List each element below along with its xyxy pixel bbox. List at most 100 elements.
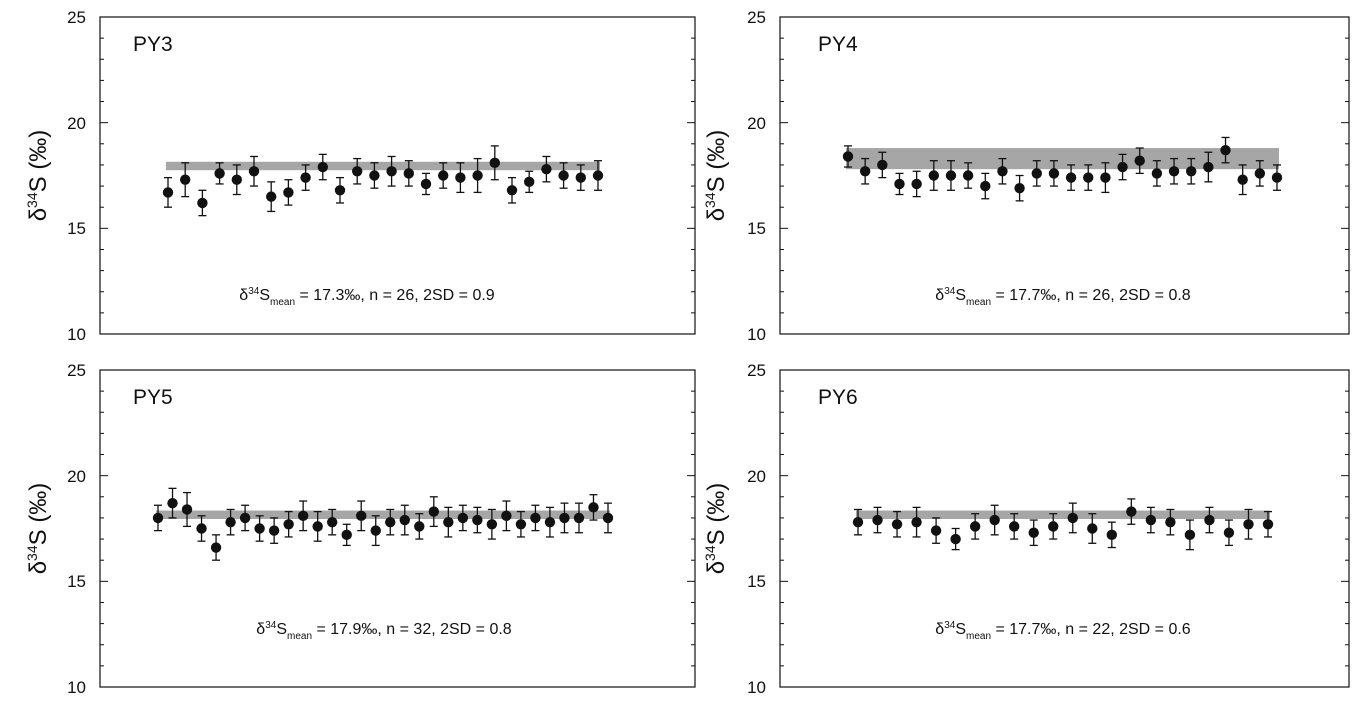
data-point [1271,172,1283,183]
data-point [894,178,905,190]
data-point [515,519,527,530]
y-tick-label-20: 20 [747,114,766,133]
y-tick-label-25: 25 [67,361,86,380]
y-tick-label-25: 25 [747,8,766,27]
data-point [231,174,242,185]
panel-py6: 25 20 15 10 δ34S (‰) PY6 δ34Smean = 17.7… [702,361,1350,697]
y-axis-label: δ34S (‰) [702,483,730,575]
data-point [891,519,903,530]
data-point [541,163,552,175]
data-point [254,523,265,534]
data-point [872,514,883,526]
panel-py4: 25 20 15 10 δ34S (‰) PY4 δ34Smean = 17.7… [702,8,1350,344]
data-point [1151,168,1163,179]
data-point [588,502,599,513]
data-point [268,525,280,536]
data-point [356,510,367,522]
data-point [225,516,236,528]
data-point [489,157,500,169]
data-point [1008,521,1020,532]
panel-label: PY5 [133,386,173,409]
data-point [167,497,178,509]
data-point [1031,168,1042,179]
y-axis-label: δ34S (‰) [702,130,730,222]
data-point [312,521,323,532]
data-point [1254,168,1266,179]
y-tick-label-10: 10 [747,325,766,344]
plot-frame [99,369,696,688]
data-point [558,170,569,181]
data-point [1014,182,1025,194]
data-point [428,506,440,517]
data-point [1083,172,1094,183]
stats-annotation: δ34Smean = 17.9‰, n = 32, 2SD = 0.8 [256,620,512,642]
data-point [399,514,410,526]
data-point [911,178,922,190]
data-point [283,519,294,530]
data-point [455,172,466,183]
data-point [1067,512,1078,524]
data-point [859,166,871,177]
y-tick-label-20: 20 [67,114,86,133]
data-point [1134,155,1145,166]
y-tick-label-25: 25 [67,8,86,27]
panel-py5: 25 20 15 10 δ34S (‰) PY5 δ34Smean = 17.9… [24,361,696,697]
y-tick-label-15: 15 [67,572,86,591]
data-point [1186,166,1197,177]
data-point [197,197,208,209]
plot-frame [99,16,696,335]
stats-annotation: δ34Smean = 17.7‰, n = 26, 2SD = 0.8 [935,286,1191,308]
data-point [352,166,363,177]
mean-band [846,148,1279,170]
data-point [1203,161,1214,173]
data-point [1262,519,1274,530]
data-point [530,512,541,524]
data-point [1106,529,1118,541]
data-point [369,170,380,181]
data-point [214,168,225,179]
data-point [472,170,483,181]
data-point [317,161,328,173]
data-point [575,172,586,183]
data-point [414,521,425,532]
data-point [472,514,483,526]
y-tick-label-25: 25 [747,361,766,380]
stats-annotation: δ34Smean = 17.7‰, n = 22, 2SD = 0.6 [935,620,1191,642]
data-point [989,514,1000,526]
y-tick-label-10: 10 [747,678,766,697]
panel-label: PY3 [133,33,173,56]
y-tick-label-10: 10 [67,678,86,697]
data-point [524,176,535,188]
data-point [945,170,957,181]
mean-band [166,161,600,171]
data-point [152,512,164,524]
data-point [602,512,614,524]
data-point [370,525,381,536]
y-tick-label-20: 20 [747,467,766,486]
data-point [180,174,191,185]
data-point [266,191,277,202]
y-tick-label-15: 15 [747,572,766,591]
data-point [162,187,174,198]
data-point [1223,527,1235,538]
data-point [181,504,193,515]
mean-band [856,510,1270,519]
data-point [239,512,251,524]
data-point [326,516,338,528]
data-point [386,166,397,177]
data-point [438,170,449,181]
data-point [196,523,207,534]
data-point [1126,506,1137,517]
y-axis-label: δ34S (‰) [24,130,52,222]
data-point [877,159,888,171]
y-tick-label-20: 20 [67,467,86,486]
data-point [559,512,570,524]
data-point [420,178,432,190]
data-point [486,519,498,530]
data-point [980,180,991,192]
y-tick-label-15: 15 [67,219,86,238]
panel-label: PY4 [818,33,858,56]
data-point [928,170,939,181]
data-point [506,185,518,196]
